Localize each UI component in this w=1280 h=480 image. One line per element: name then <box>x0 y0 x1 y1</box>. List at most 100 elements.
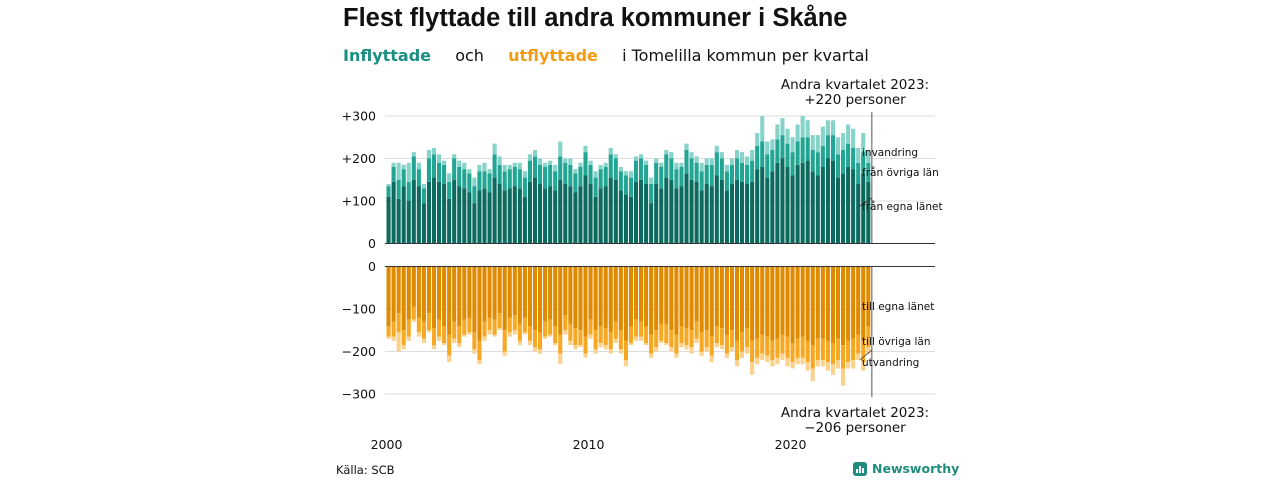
bar-out-2 <box>790 362 795 369</box>
bar-out-1 <box>639 321 644 337</box>
bar-out-0 <box>760 266 765 335</box>
bar-in-2 <box>553 164 558 172</box>
bar-in-1 <box>835 154 841 178</box>
bar-in-0 <box>846 167 851 244</box>
brand-logo: Newsworthy <box>853 461 959 476</box>
bar-in-0 <box>765 177 770 244</box>
bar-in-2 <box>654 158 659 163</box>
bar-in-0 <box>548 186 553 244</box>
bar-in-1 <box>684 150 689 174</box>
bar-in-2 <box>452 154 457 159</box>
bar-out-1 <box>583 336 588 354</box>
bar-out-0 <box>467 266 472 318</box>
bar-out-2 <box>750 362 755 375</box>
bar-out-1 <box>512 315 517 331</box>
bar-in-2 <box>734 150 740 159</box>
bar-out-1 <box>477 340 482 360</box>
bar-out-1 <box>755 338 760 358</box>
bar-out-2 <box>396 332 401 352</box>
bar-out-0 <box>785 266 790 337</box>
bar-out-0 <box>472 266 477 333</box>
bar-out-2 <box>482 336 487 341</box>
bar-in-2 <box>437 154 442 163</box>
bar-out-1 <box>442 326 447 343</box>
bar-in-1 <box>709 164 714 187</box>
bar-in-2 <box>775 124 780 140</box>
bar-out-0 <box>553 266 558 326</box>
bar-in-1 <box>623 175 628 195</box>
bar-out-1 <box>633 319 639 337</box>
bar-out-2 <box>568 340 573 346</box>
bar-out-1 <box>669 330 674 348</box>
bar-in-2 <box>679 162 684 167</box>
y-tick-label-bottom: −200 <box>342 344 376 359</box>
bar-in-2 <box>740 152 745 163</box>
bar-out-1 <box>406 319 411 337</box>
bar-out-2 <box>497 328 502 331</box>
bar-in-1 <box>851 147 856 170</box>
bar-out-0 <box>825 266 830 341</box>
bar-in-1 <box>527 160 532 182</box>
bar-in-0 <box>820 167 825 244</box>
bar-out-1 <box>447 334 452 356</box>
series-label-in: invandring <box>862 147 918 159</box>
bar-in-2 <box>507 164 512 170</box>
bar-in-1 <box>447 181 452 199</box>
bar-in-2 <box>785 128 790 144</box>
bar-in-2 <box>669 152 674 159</box>
bar-in-1 <box>674 169 679 189</box>
bar-in-1 <box>765 154 770 178</box>
bar-out-0 <box>664 266 669 324</box>
bar-out-2 <box>628 343 633 346</box>
bar-out-0 <box>649 266 654 335</box>
bar-out-2 <box>633 336 639 341</box>
series-label-out: till egna länet <box>862 301 934 313</box>
bar-in-1 <box>679 167 684 187</box>
bar-out-2 <box>548 334 553 337</box>
bar-in-0 <box>810 171 815 244</box>
bar-out-2 <box>522 332 527 335</box>
bar-out-1 <box>421 321 426 339</box>
bar-out-0 <box>628 266 633 326</box>
bar-out-0 <box>856 266 861 335</box>
bar-out-1 <box>810 345 815 369</box>
bar-out-1 <box>628 326 633 343</box>
bar-in-0 <box>841 173 846 244</box>
bar-out-2 <box>593 349 598 354</box>
bar-in-2 <box>603 162 608 167</box>
bar-in-0 <box>613 179 618 244</box>
bar-in-2 <box>563 158 568 163</box>
bar-in-2 <box>765 141 770 155</box>
bar-in-1 <box>790 152 795 176</box>
bar-out-2 <box>734 360 740 367</box>
bar-out-2 <box>820 360 825 367</box>
bar-in-1 <box>426 158 431 182</box>
bar-in-2 <box>780 118 785 136</box>
bar-in-0 <box>623 194 628 244</box>
bar-in-0 <box>437 181 442 244</box>
bar-out-0 <box>790 266 795 343</box>
bar-out-0 <box>861 266 866 341</box>
bar-out-2 <box>527 340 532 346</box>
bar-out-0 <box>709 266 714 337</box>
bar-in-0 <box>674 188 679 244</box>
leader-line-in <box>859 197 873 207</box>
subtitle-utflyttade: utflyttade <box>508 46 598 65</box>
bar-in-0 <box>825 158 830 244</box>
bar-in-1 <box>654 162 659 184</box>
subtitle-rest: i Tomelilla kommun per kvartal <box>622 46 869 65</box>
bar-out-1 <box>649 334 654 354</box>
bar-out-0 <box>512 266 517 316</box>
bar-in-0 <box>719 179 724 244</box>
bar-in-0 <box>856 184 861 244</box>
bar-out-0 <box>765 266 770 337</box>
bar-in-2 <box>866 150 871 163</box>
bar-in-2 <box>719 152 724 159</box>
bar-out-0 <box>391 266 396 322</box>
y-tick-label-top: +300 <box>342 109 376 124</box>
bar-out-0 <box>608 266 613 333</box>
bar-out-0 <box>532 266 538 331</box>
bar-in-2 <box>538 158 543 165</box>
bar-in-0 <box>830 160 835 244</box>
